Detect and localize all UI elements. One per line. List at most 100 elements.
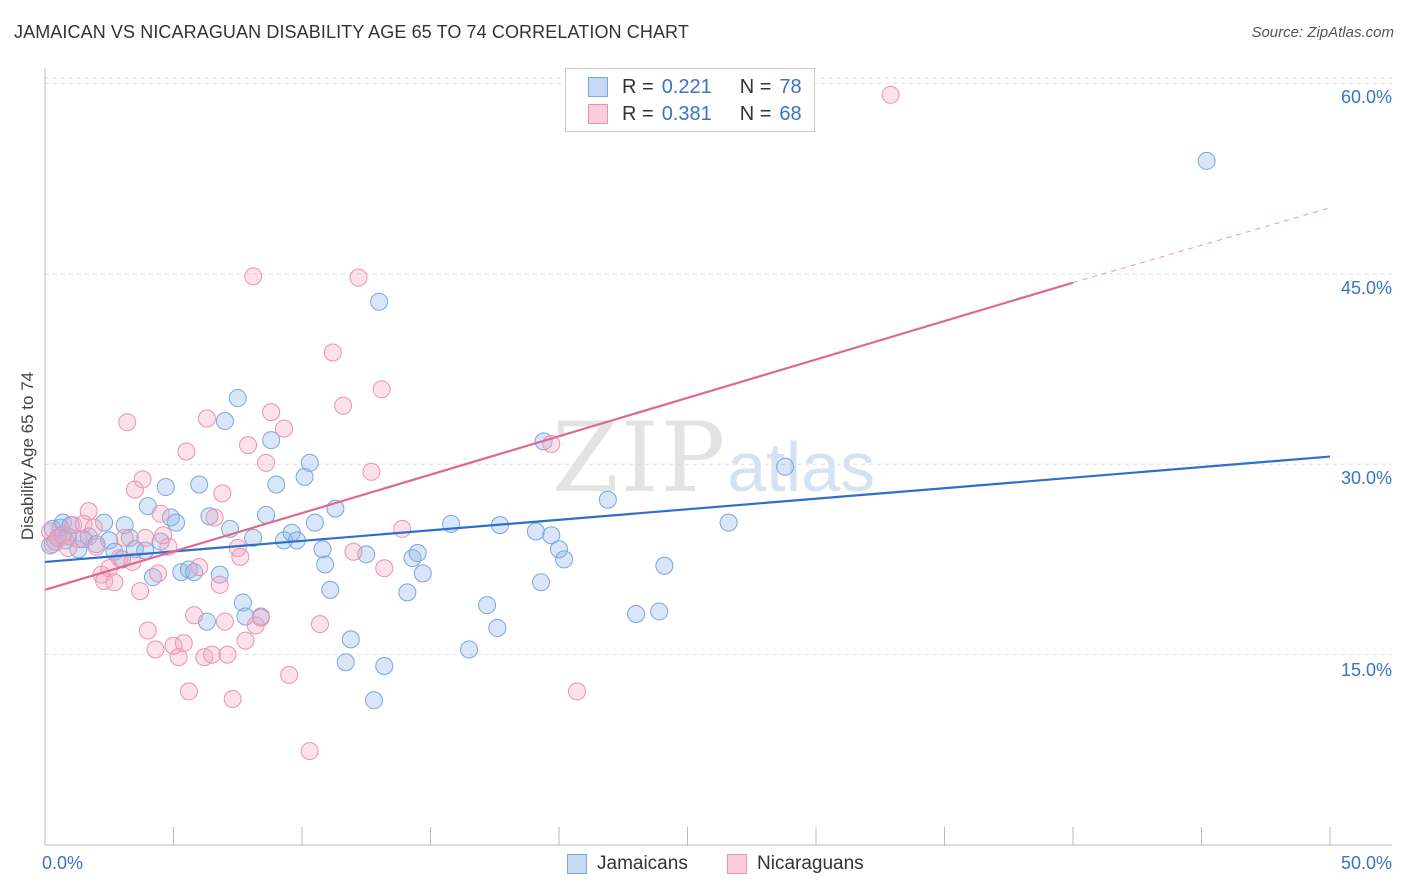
data-point-jamaicans	[526, 522, 545, 541]
data-point-jamaicans	[267, 475, 286, 494]
data-point-jamaicans	[228, 389, 247, 408]
data-point-jamaicans	[413, 564, 432, 583]
jamaicans-swatch	[567, 854, 587, 874]
data-point-jamaicans	[650, 602, 669, 621]
data-point-nicaraguans	[138, 621, 157, 640]
n-label: N =	[739, 75, 772, 98]
data-point-nicaraguans	[344, 542, 363, 561]
data-point-jamaicans	[408, 544, 427, 563]
y-tick-label: 15.0%	[1340, 660, 1392, 680]
y-axis-label: Disability Age 65 to 74	[18, 371, 37, 541]
data-point-jamaicans	[719, 513, 738, 532]
data-point-nicaraguans	[118, 413, 137, 432]
y-tick-label: 45.0%	[1340, 278, 1392, 298]
data-point-jamaicans	[215, 412, 234, 431]
data-point-nicaraguans	[210, 575, 229, 594]
watermark-atlas: atlas	[727, 428, 876, 506]
y-tick-label: 30.0%	[1340, 468, 1392, 488]
data-point-nicaraguans	[323, 343, 342, 362]
data-point-nicaraguans	[177, 442, 196, 461]
data-point-jamaicans	[210, 565, 229, 584]
data-point-jamaicans	[313, 540, 332, 559]
data-point-nicaraguans	[239, 436, 258, 455]
data-point-jamaicans	[532, 573, 551, 592]
data-point-nicaraguans	[133, 470, 152, 489]
data-point-nicaraguans	[87, 537, 106, 556]
data-point-nicaraguans	[179, 682, 198, 701]
data-point-nicaraguans	[375, 559, 394, 578]
data-point-nicaraguans	[174, 634, 193, 653]
trendline-nicaraguans-extension	[1072, 207, 1331, 284]
data-point-jamaicans	[244, 528, 263, 547]
data-point-jamaicans	[403, 549, 422, 568]
data-point-jamaicans	[316, 555, 335, 574]
y-tick-label: 60.0%	[1340, 87, 1392, 107]
data-point-jamaicans	[655, 556, 674, 575]
data-point-jamaicans	[305, 513, 324, 532]
data-point-nicaraguans	[84, 518, 103, 537]
data-point-nicaraguans	[567, 682, 586, 701]
data-point-jamaicans	[167, 513, 186, 532]
n-value: 68	[779, 102, 802, 125]
data-point-nicaraguans	[146, 640, 165, 659]
data-point-nicaraguans	[190, 558, 209, 577]
data-point-jamaicans	[370, 292, 389, 311]
r-label: R =	[622, 75, 654, 98]
data-point-nicaraguans	[79, 502, 98, 521]
data-point-nicaraguans	[125, 480, 144, 499]
data-point-jamaicans	[233, 593, 252, 612]
legend-label: Jamaicans	[597, 853, 688, 874]
data-point-nicaraguans	[257, 453, 276, 472]
data-point-nicaraguans	[280, 665, 299, 684]
data-point-nicaraguans	[218, 645, 237, 664]
data-point-jamaicans	[542, 526, 561, 545]
data-point-nicaraguans	[262, 403, 281, 422]
data-point-jamaicans	[295, 467, 314, 486]
data-point-jamaicans	[190, 475, 209, 494]
data-point-nicaraguans	[244, 267, 263, 286]
data-point-nicaraguans	[105, 573, 124, 592]
legend-item-jamaicans: Jamaicans	[567, 852, 688, 876]
data-point-nicaraguans	[131, 582, 150, 601]
data-point-nicaraguans	[275, 419, 294, 438]
data-point-jamaicans	[1197, 151, 1216, 170]
data-point-nicaraguans	[372, 380, 391, 399]
legend-item-nicaraguans: Nicaraguans	[727, 852, 864, 876]
n-label: N =	[739, 102, 772, 125]
data-point-nicaraguans	[349, 268, 368, 287]
trendline-nicaraguans	[44, 281, 1074, 591]
data-point-jamaicans	[375, 657, 394, 676]
data-point-nicaraguans	[151, 504, 170, 523]
data-point-jamaicans	[488, 618, 507, 637]
data-point-jamaicans	[555, 550, 574, 569]
chart-title: JAMAICAN VS NICARAGUAN DISABILITY AGE 65…	[14, 22, 689, 42]
x-tick-label: 50.0%	[1340, 853, 1392, 873]
legend-label: Nicaraguans	[757, 853, 864, 874]
data-point-nicaraguans	[59, 538, 78, 557]
data-point-jamaicans	[478, 596, 497, 615]
data-point-jamaicans	[776, 457, 795, 476]
r-value: 0.381	[661, 102, 712, 125]
data-point-jamaicans	[341, 630, 360, 649]
data-point-jamaicans	[336, 653, 355, 672]
data-point-nicaraguans	[149, 564, 168, 583]
data-point-jamaicans	[460, 640, 479, 659]
data-point-jamaicans	[398, 583, 417, 602]
nicaraguans-swatch	[588, 104, 608, 124]
data-point-jamaicans	[321, 580, 340, 599]
r-value: 0.221	[661, 75, 712, 98]
data-point-nicaraguans	[115, 528, 134, 547]
data-point-jamaicans	[161, 508, 180, 527]
data-point-jamaicans	[120, 528, 139, 547]
data-point-jamaicans	[95, 513, 114, 532]
trendline-jamaicans	[44, 455, 1331, 564]
data-point-nicaraguans	[197, 409, 216, 428]
legend-row-jamaicans: R = 0.221 N = 78	[588, 75, 802, 99]
data-point-jamaicans	[364, 691, 383, 710]
data-point-jamaicans	[627, 604, 646, 623]
data-point-nicaraguans	[236, 631, 255, 650]
data-point-nicaraguans	[223, 690, 242, 709]
data-point-nicaraguans	[334, 396, 353, 415]
data-point-nicaraguans	[185, 606, 204, 625]
